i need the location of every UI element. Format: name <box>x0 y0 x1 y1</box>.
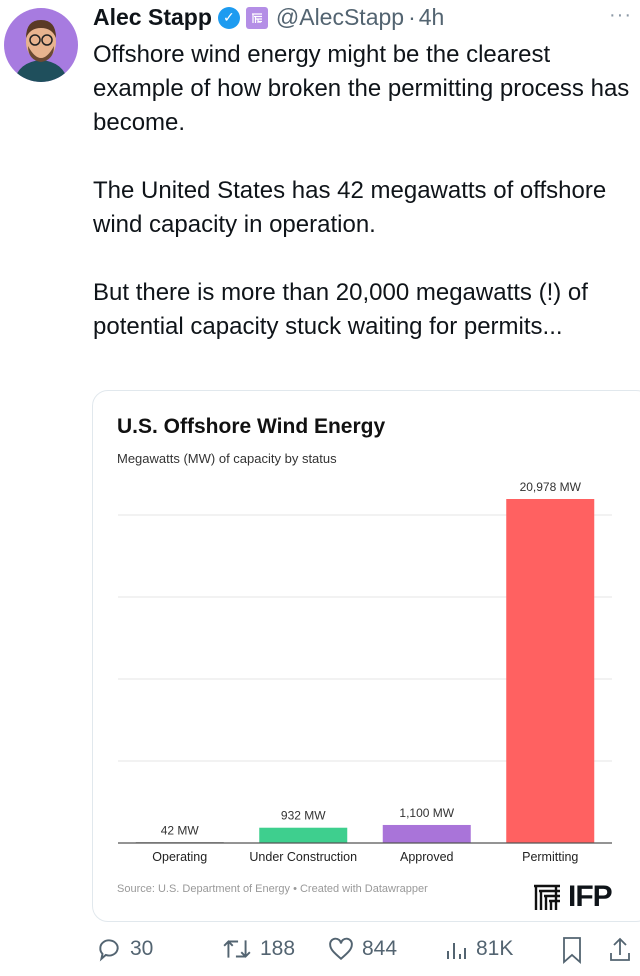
data-label: 20,978 MW <box>520 480 582 494</box>
chart-subtitle: Megawatts (MW) of capacity by status <box>117 451 337 466</box>
like-button[interactable]: 844 <box>328 936 397 962</box>
repost-count: 188 <box>260 937 296 960</box>
reply-icon <box>99 939 119 962</box>
tweet-header: Alec Stapp ✓ @AlecStapp · 4h <box>93 4 444 31</box>
verified-badge-icon: ✓ <box>217 6 240 29</box>
x-tick-label: Under Construction <box>249 850 357 864</box>
reply-count: 30 <box>130 937 154 960</box>
like-count: 844 <box>362 937 398 960</box>
chart-card[interactable] <box>92 390 640 922</box>
avatar[interactable] <box>4 8 78 82</box>
x-tick-label: Approved <box>400 850 454 864</box>
repost-icon <box>223 940 251 958</box>
bookmark-icon <box>563 937 581 964</box>
repost-button[interactable]: 188 <box>222 936 295 962</box>
action-bar: 30 188 844 81K <box>0 936 640 970</box>
x-tick-label: Permitting <box>522 850 578 864</box>
affiliation-badge-icon[interactable] <box>245 6 268 29</box>
data-label: 932 MW <box>281 809 326 823</box>
view-count: 81K <box>476 937 514 960</box>
views-button[interactable]: 81K <box>444 936 513 962</box>
bar-under-construction <box>259 827 348 843</box>
author-name[interactable]: Alec Stapp <box>93 4 212 30</box>
ifp-logo: IFP <box>532 880 613 914</box>
chart-source: Source: U.S. Department of Energy • Crea… <box>117 883 428 895</box>
timestamp[interactable]: 4h <box>418 4 445 30</box>
more-options-icon[interactable]: ··· <box>609 4 632 26</box>
data-label: 42 MW <box>161 823 200 837</box>
x-tick-label: Operating <box>152 850 207 864</box>
views-icon <box>447 943 466 959</box>
share-icon <box>610 937 630 961</box>
author-handle[interactable]: @AlecStapp <box>275 4 405 30</box>
chart-title: U.S. Offshore Wind Energy <box>117 415 386 438</box>
share-button[interactable] <box>608 936 632 964</box>
bar-permitting <box>506 499 595 843</box>
separator: · <box>408 4 416 30</box>
tweet-text: Offshore wind energy might be the cleare… <box>93 41 630 340</box>
reply-button[interactable]: 30 <box>96 936 153 962</box>
bar-approved <box>382 824 471 843</box>
data-label: 1,100 MW <box>399 806 454 820</box>
heart-icon <box>329 937 353 961</box>
bookmark-button[interactable] <box>560 936 584 964</box>
